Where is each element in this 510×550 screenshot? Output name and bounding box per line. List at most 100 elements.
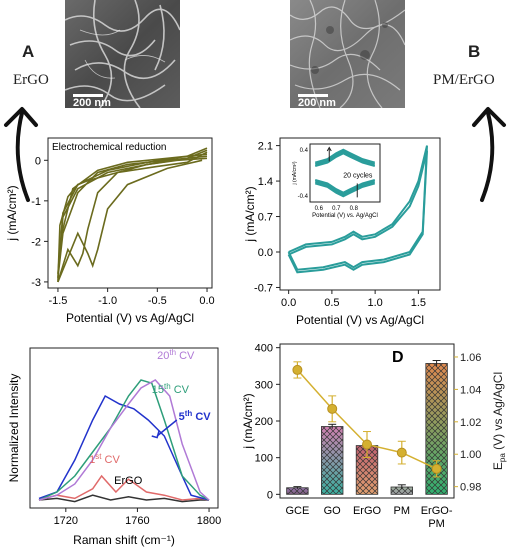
y-axis-label: j (mA/cm²): [241, 393, 255, 449]
x-tick-label: -1.0: [98, 295, 117, 307]
y-tick-label: 300: [255, 379, 273, 391]
epa-point: [362, 439, 372, 450]
inset-arrowhead-icon: [326, 146, 332, 152]
x-tick-label: -1.5: [48, 295, 67, 307]
x-tick-label: 1760: [125, 515, 149, 527]
x-tick-label: PM: [428, 518, 445, 530]
plot-frame: [279, 137, 441, 291]
y-tick-label: 200: [255, 416, 273, 428]
x-tick-label: GCE: [285, 505, 309, 517]
y-tick-label: 0: [267, 489, 273, 501]
epa-point: [292, 364, 303, 375]
x-tick-label: 0.0: [281, 297, 296, 309]
right-y-tick-label: 1.06: [460, 352, 481, 364]
inset-curve: [314, 148, 376, 164]
x-tick-label: 0.5: [324, 297, 339, 309]
raman-series-1st-cv: [38, 474, 210, 501]
inset-curve: [314, 180, 376, 196]
panel-letter-a: A: [22, 42, 35, 61]
x-axis-label: Potential (V) vs Ag/AgCl: [296, 313, 424, 327]
inset-x-tick-label: 0.7: [332, 206, 341, 212]
arrowhead-5th-icon: [151, 430, 160, 439]
y-tick-label: 1.4: [258, 176, 273, 188]
x-tick-label: 0.0: [199, 295, 214, 307]
label-5th-cv: 5th CV: [179, 409, 212, 423]
cv-curve: [287, 150, 428, 274]
x-tick-label: 1800: [197, 515, 221, 527]
inset-x-tick-label: 0.6: [315, 206, 324, 212]
y-tick-label: 0.7: [258, 212, 273, 224]
material-label-ergo: ErGO: [13, 72, 49, 88]
inset-curve: [314, 152, 376, 167]
inset-x-tick-label: 0.8: [350, 206, 359, 212]
sem-image-ergo: 200 nm: [65, 0, 180, 108]
label-15th-cv: 15th CV: [152, 382, 190, 396]
x-tick-label: -0.5: [148, 295, 167, 307]
y-tick-label: 0: [35, 155, 41, 167]
epa-point: [396, 447, 407, 458]
bar-hatch: [391, 487, 413, 495]
scale-bar-label-a: 200 nm: [73, 97, 111, 108]
curved-arrow-right-icon: [472, 107, 506, 202]
cv-curve: [57, 151, 208, 283]
inset-curve: [314, 150, 376, 166]
right-y-tick-label: 1.04: [460, 384, 481, 396]
label-ergo: ErGO: [114, 475, 143, 487]
right-y-tick-label: 0.98: [460, 482, 481, 494]
curved-arrow-left-icon: [4, 107, 38, 202]
bar-hatch: [425, 363, 448, 495]
sem-image-pm-ergo: 200 nm: [290, 0, 405, 108]
panel-letter-b: B: [468, 42, 481, 61]
cv-curve: [57, 149, 208, 278]
x-tick-label: ErGO: [353, 505, 382, 517]
y-tick-label: 100: [255, 453, 273, 465]
chart-title: Electrochemical reduction: [52, 142, 167, 153]
x-tick-label: 1.0: [367, 297, 382, 309]
right-y-axis-label: Epa (V) vs Ag/AgCl: [491, 372, 507, 470]
inset-x-axis-label: Potential (V) vs. Ag/AgCl: [312, 213, 378, 219]
x-tick-label: PM: [394, 505, 411, 517]
inset-y-tick-label: -0.4: [298, 194, 309, 200]
label-20th-cv: 20th CV: [157, 348, 195, 362]
y-tick-label: 400: [255, 343, 273, 355]
x-tick-label: ErGO-: [421, 505, 453, 517]
cv-pm-ergo-chart: 0.0 0.5 1.0 1.5 2.1 1.4 0.7 0.0 -0.7 Potential (V…: [243, 137, 441, 327]
bar-hatch: [356, 445, 378, 495]
y-tick-label: -0.7: [254, 282, 273, 294]
y-axis-label: Normalized Intensity: [7, 374, 21, 483]
y-tick-label: -3: [31, 277, 41, 289]
raman-chart: 1720 1760 1800 ErGO 1st CV 5th CV 15th CV 20th …: [7, 347, 221, 547]
epa-point: [327, 403, 338, 414]
panel-letter-d: D: [392, 349, 404, 366]
y-tick-label: -1: [31, 196, 41, 208]
scale-bar-label-b: 200 nm: [298, 97, 336, 108]
raman-series-20th-cv: [38, 379, 210, 501]
y-tick-label: -2: [31, 236, 41, 248]
arrow-5th-icon: [156, 419, 178, 437]
right-y-tick-label: 1.02: [460, 417, 481, 429]
cv-curve: [57, 147, 208, 274]
x-tick-label: 1720: [54, 515, 78, 527]
x-axis-label: Raman shift (cm⁻¹): [73, 533, 175, 547]
raman-series-15th-cv: [38, 379, 210, 501]
x-axis-label: Potential (V) vs Ag/AgCl: [66, 311, 194, 325]
right-y-tick-label: 1.00: [460, 449, 481, 461]
bar-hatch: [286, 487, 309, 495]
inset-annotation: 20 cycles: [343, 173, 373, 180]
label-1st-cv: 1st CV: [89, 452, 120, 466]
epa-point: [431, 463, 442, 474]
cv-reduction-chart: -1.5 -1.0 -0.5 0.0 0 -1 -2 -3 Electrochemical re…: [5, 137, 215, 325]
y-tick-label: 2.1: [258, 141, 273, 153]
bar-chart-current-potential: 0 100 200 300 400 0.98 1.00 1.02 1.04 1.06 GCE GO Er…: [241, 343, 507, 530]
inset-curve: [314, 179, 376, 194]
raman-series-ergo: [38, 494, 209, 503]
inset-y-tick-label: 0.4: [300, 148, 309, 154]
plot-frame: [29, 347, 219, 509]
cv-curve: [57, 159, 203, 283]
x-tick-label: GO: [324, 505, 342, 517]
material-label-pm-ergo: PM/ErGO: [433, 72, 495, 88]
y-tick-label: 0.0: [258, 247, 273, 259]
inset-y-axis-label: j (mA/cm²): [292, 161, 298, 185]
y-axis-label: j (mA/cm²): [5, 185, 19, 241]
cv-curve: [287, 145, 428, 271]
